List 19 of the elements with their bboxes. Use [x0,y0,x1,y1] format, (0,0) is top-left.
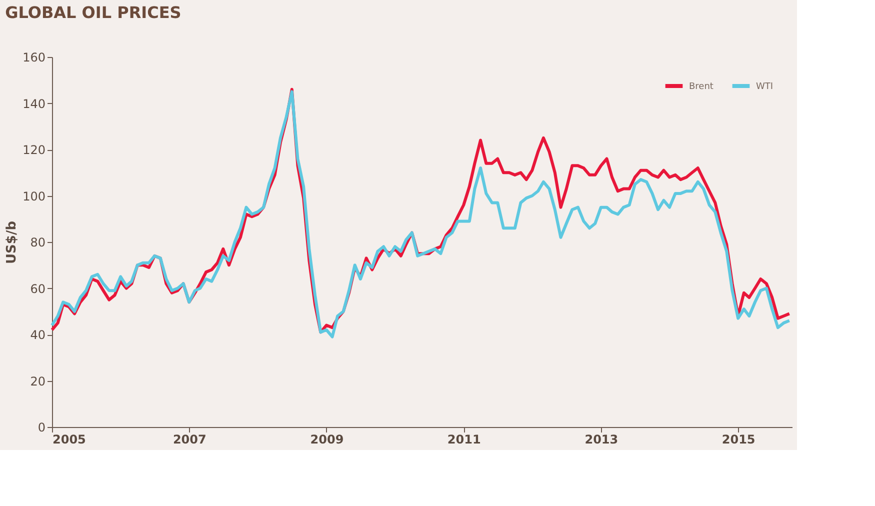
x-tick-label: 2013 [584,432,618,446]
y-tick-label: 40 [30,328,46,342]
x-tick-label: 2005 [52,432,86,446]
y-tick-label: 60 [30,282,46,296]
y-tick-label: 120 [22,143,46,157]
y-tick-label: 20 [30,374,46,388]
y-tick-label: 140 [22,96,46,111]
y-tick-label: 100 [22,189,46,204]
y-tick-label: 160 [22,50,46,64]
y-axis-title: US$/b [4,220,20,264]
x-tick-label: 2015 [722,432,756,446]
y-tick-label: 0 [38,420,46,434]
x-tick-label: 2007 [172,432,206,446]
x-tick-label: 2011 [447,432,481,446]
x-tick-label: 2009 [310,432,344,446]
chart-title: GLOBAL OIL PRICES [5,3,182,22]
legend-label: WTI [756,82,774,92]
y-tick-label: 80 [30,236,46,250]
legend-label: Brent [689,82,714,92]
